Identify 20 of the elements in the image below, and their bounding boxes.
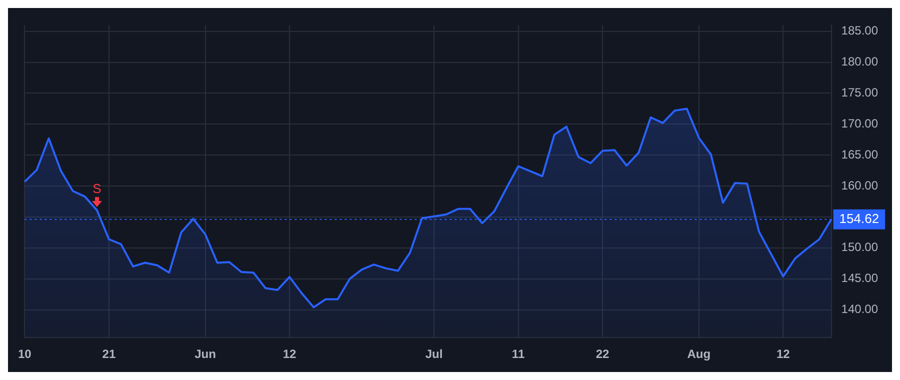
y-tick-label: 185.00 [841, 24, 878, 38]
x-tick-label: 21 [102, 347, 116, 362]
y-tick-label: 175.00 [841, 86, 878, 100]
x-tick-label: 22 [596, 347, 610, 362]
y-tick-label: 170.00 [841, 116, 878, 130]
y-tick-label: 150.00 [841, 240, 878, 254]
y-tick-label: 140.00 [841, 302, 878, 316]
y-tick-label: 145.00 [841, 271, 878, 286]
ref-line-label: 154.62 [839, 210, 880, 226]
x-tick-label: 11 [512, 347, 525, 362]
y-tick-label: 160.00 [841, 178, 878, 192]
y-tick-label: 165.00 [841, 147, 878, 162]
x-tick-label: Jul [425, 347, 443, 362]
x-tick-label: 12 [776, 347, 790, 362]
annotation: S [92, 181, 102, 196]
x-tick-label: 10 [18, 347, 32, 362]
x-tick-label: Aug [687, 347, 711, 362]
y-tick-label: 180.00 [841, 54, 878, 69]
x-tick-label: 12 [282, 347, 297, 362]
x-tick-label: Jun [194, 347, 216, 362]
